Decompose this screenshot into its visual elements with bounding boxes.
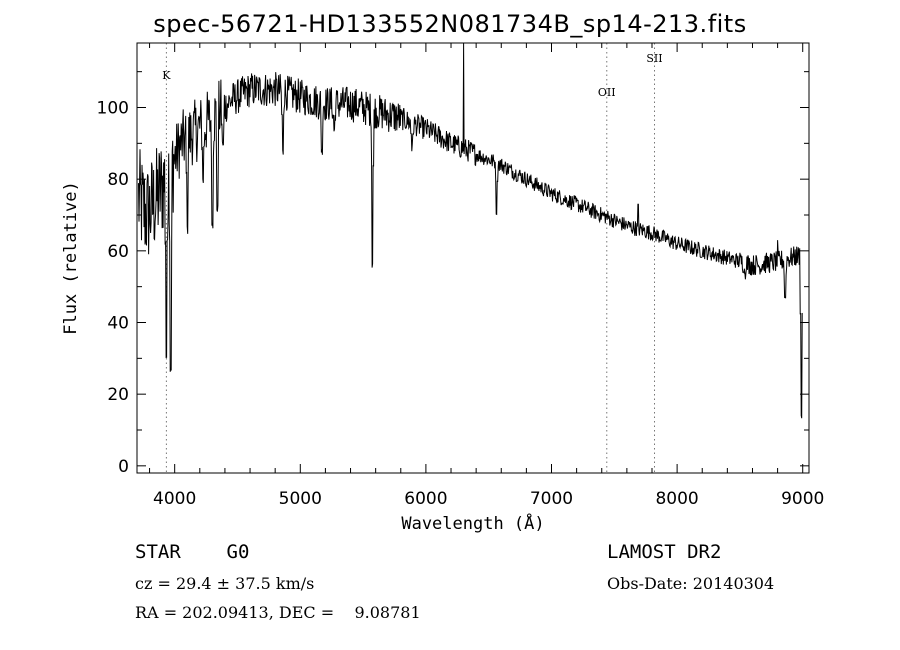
y-tick-label: 100 (97, 99, 129, 119)
y-axis-label: Flux (relative) (61, 181, 81, 335)
object-class: STAR G0 (135, 541, 250, 563)
y-tick-label: 20 (107, 385, 129, 405)
line-markers: K OII SII (162, 43, 663, 473)
spectrum-line (138, 42, 803, 419)
line-marker-label: OII (598, 86, 616, 99)
spectrum-series (138, 42, 803, 419)
x-tick-label: 7000 (530, 489, 573, 509)
survey-name: LAMOST DR2 (607, 541, 722, 563)
y-tick-label: 80 (107, 170, 129, 190)
axes: 4000 5000 6000 7000 8000 9000 0 20 40 60 80 100 Wave… (61, 43, 824, 534)
redshift-readout: cz = 29.4 ± 37.5 km/s (135, 574, 315, 593)
x-tick-label: 8000 (655, 489, 698, 509)
chart-title: spec-56721-HD133552N081734B_sp14-213.fit… (153, 10, 747, 38)
line-marker-label: K (162, 69, 171, 82)
y-tick-label: 40 (107, 314, 129, 334)
obs-date: Obs-Date: 20140304 (607, 574, 775, 593)
x-tick-label: 6000 (404, 489, 447, 509)
x-tick-label: 4000 (153, 489, 196, 509)
x-axis-label: Wavelength (Å) (401, 512, 544, 534)
y-tick-label: 0 (118, 457, 129, 477)
x-tick-label: 5000 (279, 489, 322, 509)
line-marker-label: SII (646, 52, 662, 65)
plot-frame (136, 42, 810, 474)
y-tick-label: 60 (107, 242, 129, 262)
x-tick-label: 9000 (781, 489, 824, 509)
coordinates: RA = 202.09413, DEC = 9.08781 (135, 603, 421, 622)
